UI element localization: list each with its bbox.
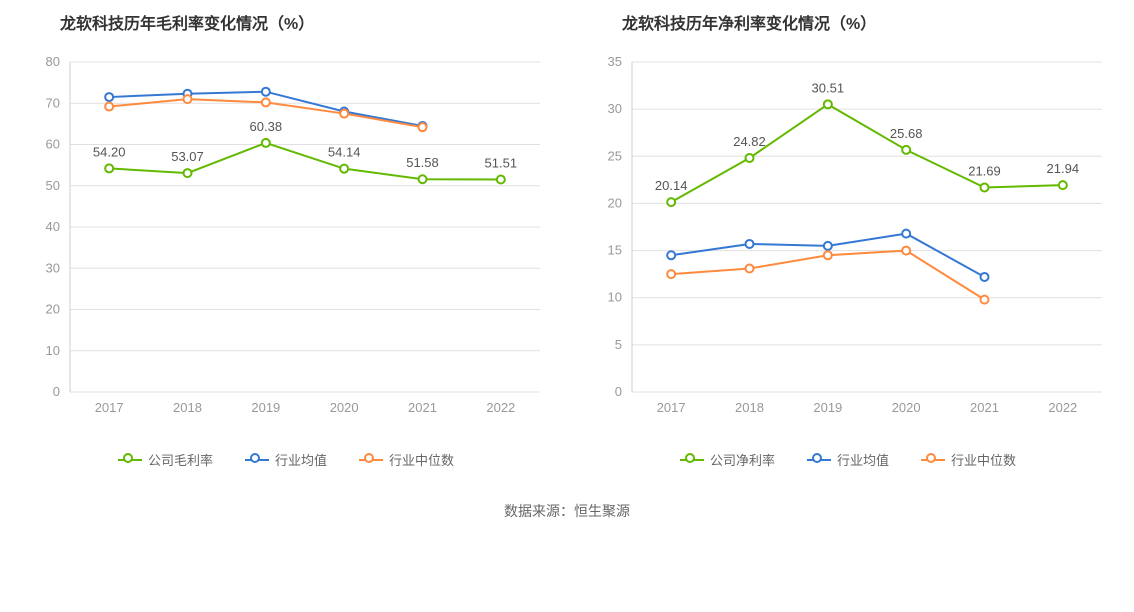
- chart-svg-right: 0 5 10 15 20 25 30 35 2017 2018 2019 2020 2021 2022 20…: [582, 52, 1112, 422]
- legend-label: 行业均值: [837, 450, 889, 469]
- legend-item-median: 行业中位数: [921, 450, 1016, 469]
- svg-text:30: 30: [46, 260, 60, 275]
- svg-text:2017: 2017: [657, 400, 686, 415]
- svg-text:0: 0: [615, 384, 622, 399]
- legend-label: 公司毛利率: [148, 450, 213, 469]
- svg-text:50: 50: [46, 178, 60, 193]
- svg-text:54.20: 54.20: [93, 144, 126, 159]
- legend-item-avg: 行业均值: [245, 450, 327, 469]
- svg-text:20: 20: [46, 302, 60, 317]
- legend-marker-company: [118, 454, 142, 466]
- legend-left: 公司毛利率 行业均值 行业中位数: [20, 450, 552, 469]
- charts-container: 龙软科技历年毛利率变化情况（%） 01020304050607080201720…: [0, 0, 1134, 531]
- svg-text:2022: 2022: [1048, 400, 1077, 415]
- svg-text:2017: 2017: [95, 400, 124, 415]
- chart-panel-net-margin: 龙软科技历年净利率变化情况（%） 0 5 10 15 20 25 30 35 2017 2018 2…: [582, 10, 1114, 469]
- svg-text:53.07: 53.07: [171, 149, 204, 164]
- chart-panel-gross-margin: 龙软科技历年毛利率变化情况（%） 0 10 20 30 40 50 60 70 80 2017 20…: [20, 10, 552, 469]
- svg-text:21.94: 21.94: [1047, 161, 1080, 176]
- legend-label: 公司净利率: [710, 450, 775, 469]
- svg-text:10: 10: [608, 290, 622, 305]
- legend-label: 行业中位数: [389, 450, 454, 469]
- svg-text:30.51: 30.51: [812, 80, 845, 95]
- svg-text:2021: 2021: [408, 400, 437, 415]
- svg-text:54.14: 54.14: [328, 145, 361, 160]
- svg-text:20: 20: [608, 195, 622, 210]
- svg-text:2020: 2020: [330, 400, 359, 415]
- legend-marker-median: [359, 454, 383, 466]
- svg-text:2020: 2020: [892, 400, 921, 415]
- svg-text:0: 0: [53, 384, 60, 399]
- svg-text:30: 30: [608, 101, 622, 116]
- legend-marker-avg: [245, 454, 269, 466]
- svg-text:2019: 2019: [251, 400, 280, 415]
- legend-label: 行业均值: [275, 450, 327, 469]
- svg-text:2022: 2022: [486, 400, 515, 415]
- svg-text:15: 15: [608, 243, 622, 258]
- svg-text:70: 70: [46, 95, 60, 110]
- legend-marker-company: [680, 454, 704, 466]
- legend-item-median: 行业中位数: [359, 450, 454, 469]
- charts-row: 龙软科技历年毛利率变化情况（%） 01020304050607080201720…: [20, 10, 1114, 469]
- svg-text:21.69: 21.69: [968, 163, 1001, 178]
- chart-svg-left: 0 10 20 30 40 50 60 70 80 2017 2018 2019 2020 2021 202…: [20, 52, 550, 422]
- legend-item-company: 公司净利率: [680, 450, 775, 469]
- svg-text:20.14: 20.14: [655, 178, 688, 193]
- svg-text:2021: 2021: [970, 400, 999, 415]
- svg-text:25: 25: [608, 148, 622, 163]
- svg-text:24.82: 24.82: [733, 134, 766, 149]
- svg-text:80: 80: [46, 54, 60, 69]
- svg-text:60: 60: [46, 137, 60, 152]
- svg-text:51.51: 51.51: [485, 156, 518, 171]
- legend-item-company: 公司毛利率: [118, 450, 213, 469]
- svg-text:35: 35: [608, 54, 622, 69]
- legend-marker-median: [921, 454, 945, 466]
- svg-text:25.68: 25.68: [890, 126, 923, 141]
- svg-text:2019: 2019: [813, 400, 842, 415]
- svg-text:60.38: 60.38: [250, 119, 283, 134]
- svg-text:51.58: 51.58: [406, 155, 439, 170]
- chart-title-right: 龙软科技历年净利率变化情况（%）: [622, 10, 1114, 34]
- legend-right: 公司净利率 行业均值 行业中位数: [582, 450, 1114, 469]
- svg-text:10: 10: [46, 343, 60, 358]
- svg-text:5: 5: [615, 337, 622, 352]
- svg-text:2018: 2018: [735, 400, 764, 415]
- legend-label: 行业中位数: [951, 450, 1016, 469]
- svg-text:2018: 2018: [173, 400, 202, 415]
- legend-item-avg: 行业均值: [807, 450, 889, 469]
- chart-title-left: 龙软科技历年毛利率变化情况（%）: [60, 10, 552, 34]
- svg-text:40: 40: [46, 219, 60, 234]
- data-source-text: 数据来源：恒生聚源: [20, 501, 1114, 521]
- legend-marker-avg: [807, 454, 831, 466]
